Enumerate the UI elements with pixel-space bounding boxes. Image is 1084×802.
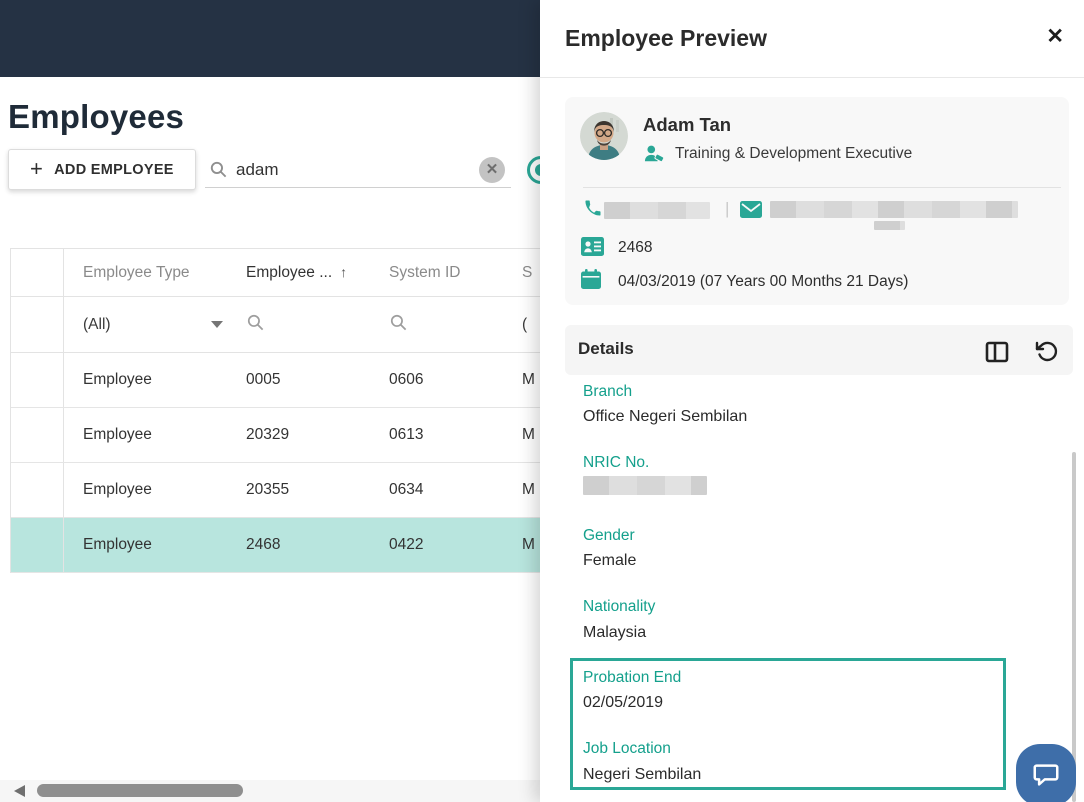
employee-preview-panel: Employee Preview ✕ Adam Tan [540, 0, 1084, 802]
employee-job-title: Training & Development Executive [675, 145, 913, 162]
column-header-employee-no[interactable]: Employee ... ↑ [246, 263, 348, 281]
dropdown-caret-icon [211, 321, 223, 328]
field-label-gender: Gender [583, 527, 635, 544]
field-value-gender: Female [583, 552, 637, 569]
table-header-row: Employee Type Employee ... ↑ System ID S [11, 249, 720, 296]
field-label-job-location: Job Location [583, 740, 671, 757]
phone-number-redacted [604, 202, 710, 219]
chat-icon [1033, 764, 1059, 786]
details-section-header: Details [565, 325, 1073, 375]
search-input[interactable] [236, 159, 479, 180]
join-date-icon [581, 269, 601, 289]
field-label-branch: Branch [583, 383, 633, 400]
details-title: Details [578, 339, 634, 358]
table-row[interactable]: Employee 20355 0634 M [11, 463, 720, 518]
page-title: Employees [8, 98, 185, 135]
email-icon [740, 201, 762, 218]
avatar [580, 112, 628, 160]
chat-launcher-button[interactable] [1016, 744, 1076, 802]
job-title-icon [644, 145, 665, 163]
join-date: 04/03/2019 (07 Years 00 Months 21 Days) [618, 273, 909, 290]
field-value-job-location: Negeri Sembilan [583, 766, 702, 783]
column-header-partial[interactable]: S [522, 263, 533, 281]
search-icon [390, 314, 407, 330]
close-icon[interactable]: ✕ [1046, 25, 1064, 48]
employee-summary-card: Adam Tan Training & Development Executiv… [565, 97, 1069, 305]
panel-title: Employee Preview [565, 25, 767, 51]
field-label-nationality: Nationality [583, 598, 656, 615]
add-employee-label: ADD EMPLOYEE [54, 161, 174, 178]
field-label-nric: NRIC No. [583, 454, 650, 471]
columns-icon [985, 341, 1009, 363]
search-icon [210, 161, 227, 178]
email-redacted [770, 201, 1018, 218]
clear-search-button[interactable]: ✕ [479, 156, 505, 183]
panel-header: Employee Preview ✕ [540, 0, 1084, 78]
field-value-nationality: Malaysia [583, 624, 647, 641]
table-filter-row: (All) ( [11, 296, 720, 353]
sort-ascending-icon: ↑ [340, 263, 348, 280]
search-bar: ✕ [205, 152, 511, 188]
vertical-scrollbar-thumb[interactable] [1072, 452, 1076, 802]
column-header-system-id[interactable]: System ID [389, 263, 461, 281]
employee-no-filter[interactable] [231, 313, 374, 337]
reset-icon [1035, 341, 1058, 362]
horizontal-scrollbar[interactable] [0, 780, 540, 802]
employee-type-filter-dropdown[interactable]: (All) [64, 316, 231, 334]
employee-id-icon [581, 237, 604, 256]
field-label-probation-end: Probation End [583, 669, 682, 686]
card-divider [583, 187, 1061, 188]
scroll-left-arrow-icon[interactable] [14, 785, 25, 797]
reset-layout-button[interactable] [1035, 340, 1059, 367]
partial-filter[interactable]: ( [522, 315, 528, 333]
columns-layout-button[interactable] [985, 341, 1009, 366]
employee-job-row: Training & Development Executive [643, 144, 912, 164]
select-column-header [11, 249, 64, 296]
field-value-branch: Office Negeri Sembilan [583, 408, 748, 425]
field-value-nric-redacted [583, 476, 707, 495]
employee-number: 2468 [618, 239, 653, 256]
table-row[interactable]: Employee 20329 0613 M [11, 408, 720, 463]
add-employee-button[interactable]: + ADD EMPLOYEE [8, 149, 196, 190]
column-header-employee-type[interactable]: Employee Type [83, 263, 190, 281]
employee-name: Adam Tan [643, 114, 732, 135]
horizontal-scrollbar-thumb[interactable] [37, 784, 243, 797]
field-value-probation-end: 02/05/2019 [583, 694, 664, 711]
phone-icon [585, 200, 601, 216]
system-id-filter[interactable] [374, 313, 519, 337]
table-row[interactable]: Employee 0005 0606 M [11, 353, 720, 408]
email-redacted-fragment [874, 221, 905, 230]
search-icon [247, 314, 264, 330]
contact-separator: | [725, 199, 730, 218]
plus-icon: + [30, 155, 44, 181]
